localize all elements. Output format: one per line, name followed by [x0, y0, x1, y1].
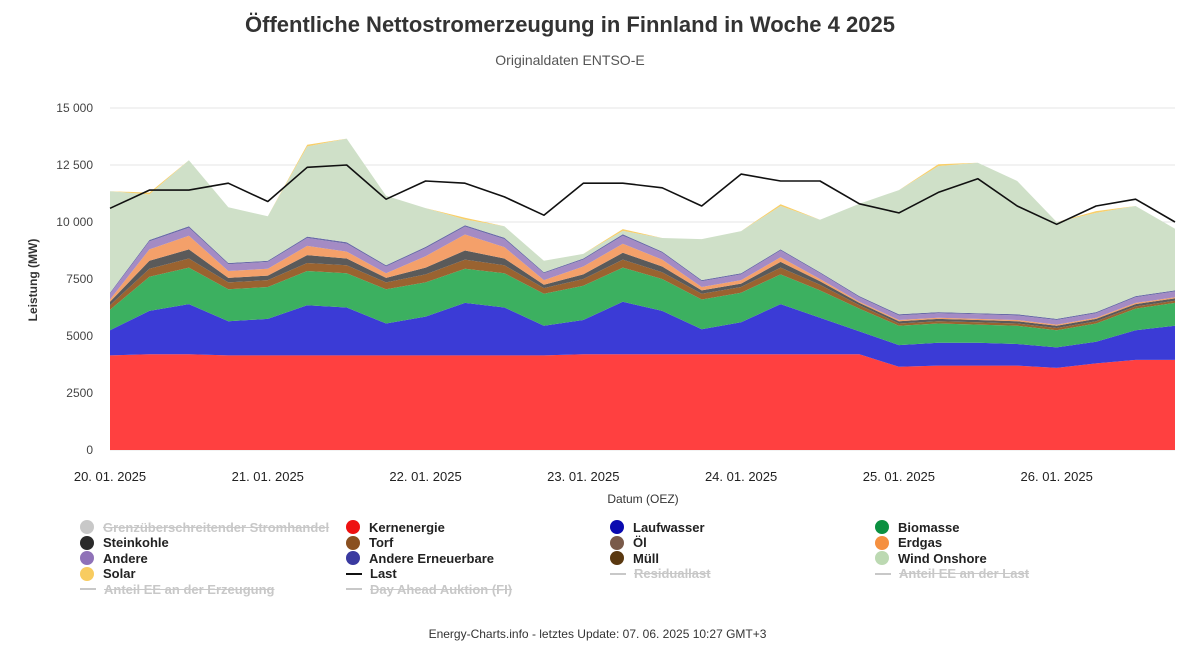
- legend-label: Last: [370, 566, 397, 581]
- legend-dot-icon: [346, 551, 360, 565]
- legend-dot-icon: [80, 535, 94, 550]
- legend-line-icon: [610, 572, 626, 575]
- legend-label: Biomasse: [898, 519, 960, 535]
- axes: 0 2500 5000 7500 10 000 12 500 15 000 20. 01. 2…: [56, 101, 1093, 484]
- legend-label: Anteil EE an der Last: [899, 566, 1030, 581]
- legend-item-erdgas[interactable]: Erdgas: [875, 535, 942, 551]
- legend-label: Steinkohle: [103, 535, 169, 550]
- x-tick-label: 23. 01. 2025: [547, 469, 619, 484]
- legend-item-steinkohle[interactable]: Steinkohle: [80, 535, 169, 551]
- legend-dot-icon: [80, 551, 94, 565]
- legend-item-andere-erneuerbare[interactable]: Andere Erneuerbare: [346, 550, 494, 566]
- legend-item-torf[interactable]: Torf: [346, 535, 393, 551]
- y-tick-label: 0: [86, 443, 93, 457]
- x-tick-label: 20. 01. 2025: [74, 469, 146, 484]
- y-tick-label: 7500: [66, 272, 93, 286]
- legend-item-andere[interactable]: Andere: [80, 550, 148, 566]
- legend-label: Anteil EE an der Erzeugung: [104, 581, 275, 597]
- legend-item-laufwasser[interactable]: Laufwasser: [610, 519, 705, 535]
- footer-source: Energy-Charts.info - letztes Update: 07.…: [428, 627, 767, 641]
- legend-dot-icon: [346, 520, 360, 534]
- legend-item-anteil-ee-an-der-erzeugung[interactable]: Anteil EE an der Erzeugung: [80, 581, 274, 597]
- x-tick-label: 22. 01. 2025: [389, 469, 461, 484]
- y-tick-label: 5000: [66, 329, 93, 343]
- legend-item-last[interactable]: Last: [346, 566, 397, 582]
- legend-label: Day Ahead Auktion (FI): [370, 581, 513, 597]
- legend-label: Wind Onshore: [898, 550, 987, 566]
- line-series: [109, 164, 1176, 226]
- legend-item-kernenergie[interactable]: Kernenergie: [346, 519, 445, 535]
- legend-item-residuallast[interactable]: Residuallast: [610, 566, 711, 582]
- legend-label: Öl: [633, 535, 647, 550]
- legend-item-m-ll[interactable]: Müll: [610, 550, 659, 566]
- y-tick-label: 2500: [66, 386, 93, 400]
- legend-label: Müll: [633, 550, 659, 566]
- chart-title: Öffentliche Nettostromerzeugung in Finnl…: [245, 12, 895, 37]
- x-tick-label: 21. 01. 2025: [232, 469, 304, 484]
- legend-item-anteil-ee-an-der-last[interactable]: Anteil EE an der Last: [875, 566, 1029, 582]
- area-andere: [110, 226, 1175, 325]
- legend-item-solar[interactable]: Solar: [80, 566, 136, 582]
- legend-label: Kernenergie: [369, 519, 445, 535]
- legend-label: Laufwasser: [633, 519, 705, 535]
- legend-item-wind-onshore[interactable]: Wind Onshore: [875, 550, 987, 566]
- x-axis-label: Datum (OEZ): [607, 492, 678, 506]
- area-wind-onshore: [110, 138, 1175, 319]
- legend-line-icon: [80, 588, 96, 590]
- area-laufwasser: [110, 301, 1175, 368]
- area-biomasse: [110, 267, 1175, 348]
- legend-dot-icon: [610, 520, 624, 534]
- area-series: [110, 138, 1175, 450]
- y-axis-label: Leistung (MW): [26, 239, 40, 322]
- legend-line-icon: [346, 588, 362, 590]
- legend-label: Torf: [369, 535, 394, 550]
- legend-dot-icon: [875, 551, 889, 565]
- legend-dot-icon: [875, 535, 889, 550]
- area-andere-erneuerbare: [110, 225, 1175, 320]
- legend-label: Andere: [103, 550, 148, 566]
- legend-line-icon: [346, 572, 362, 575]
- area-torf: [110, 258, 1175, 331]
- legend-dot-icon: [875, 520, 889, 534]
- area-kernenergie: [110, 354, 1175, 450]
- x-tick-label: 26. 01. 2025: [1021, 469, 1093, 484]
- legend-dot-icon: [610, 551, 624, 565]
- legend-item-day-ahead-auktion-fi[interactable]: Day Ahead Auktion (FI): [346, 581, 512, 597]
- chart-subtitle: Originaldaten ENTSO-E: [495, 52, 645, 68]
- x-tick-label: 24. 01. 2025: [705, 469, 777, 484]
- legend-item-grenz-berschreitender-stromhandel[interactable]: Grenzüberschreitender Stromhandel: [80, 519, 329, 535]
- area-erdgas: [110, 234, 1175, 326]
- legend-dot-icon: [610, 535, 624, 550]
- legend-line-icon: [875, 572, 891, 575]
- legend-item-l[interactable]: Öl: [610, 535, 647, 551]
- legend-dot-icon: [80, 566, 94, 581]
- legend-item-biomasse[interactable]: Biomasse: [875, 519, 959, 535]
- line-last: [109, 164, 1176, 226]
- y-tick-label: 12 500: [56, 158, 93, 172]
- legend-label: Residuallast: [634, 566, 711, 581]
- y-tick-label: 10 000: [56, 215, 93, 229]
- legend-label: Grenzüberschreitender Stromhandel: [103, 519, 330, 535]
- legend-label: Erdgas: [898, 535, 943, 550]
- legend-dot-icon: [346, 535, 360, 550]
- legend-label: Solar: [103, 566, 136, 581]
- area-steinkohle: [110, 249, 1175, 328]
- y-tick-label: 15 000: [56, 101, 93, 115]
- legend-dot-icon: [80, 520, 94, 534]
- chart-plot: 0 2500 5000 7500 10 000 12 500 15 000 20. 01. 2…: [26, 101, 1176, 506]
- x-tick-label: 25. 01. 2025: [863, 469, 935, 484]
- legend-label: Andere Erneuerbare: [369, 550, 494, 566]
